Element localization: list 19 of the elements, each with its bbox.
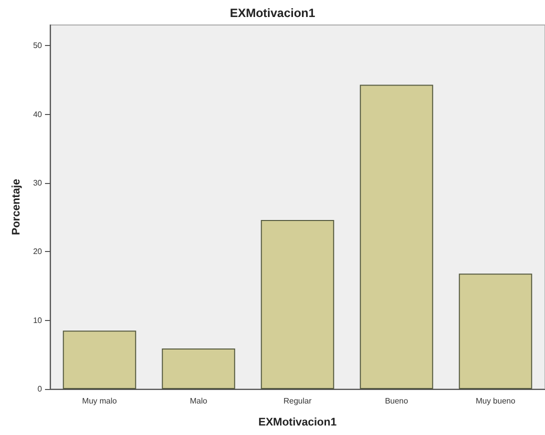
bar bbox=[62, 330, 136, 389]
bar bbox=[458, 274, 532, 389]
x-tick-label: Bueno bbox=[384, 396, 409, 406]
y-axis-title: Porcentaje bbox=[10, 178, 22, 236]
x-tick-label: Muy malo bbox=[82, 396, 118, 406]
y-tick-label: 0 bbox=[38, 384, 43, 394]
bar bbox=[360, 84, 434, 389]
x-axis-title: EXMotivacion1 bbox=[258, 416, 337, 428]
x-tick-label: Muy bueno bbox=[476, 396, 516, 406]
x-tick-label: Malo bbox=[190, 396, 208, 406]
y-tick-label: 10 bbox=[33, 316, 43, 325]
y-tick-label: 20 bbox=[33, 247, 43, 256]
x-tick-label: Regular bbox=[283, 396, 312, 406]
bar bbox=[260, 220, 334, 389]
y-tick-label: 30 bbox=[33, 178, 43, 188]
bar bbox=[162, 348, 236, 389]
chart-title: EXMotivacion1 bbox=[230, 6, 316, 20]
y-tick-label: 50 bbox=[33, 41, 43, 50]
y-tick-label: 40 bbox=[33, 110, 43, 119]
